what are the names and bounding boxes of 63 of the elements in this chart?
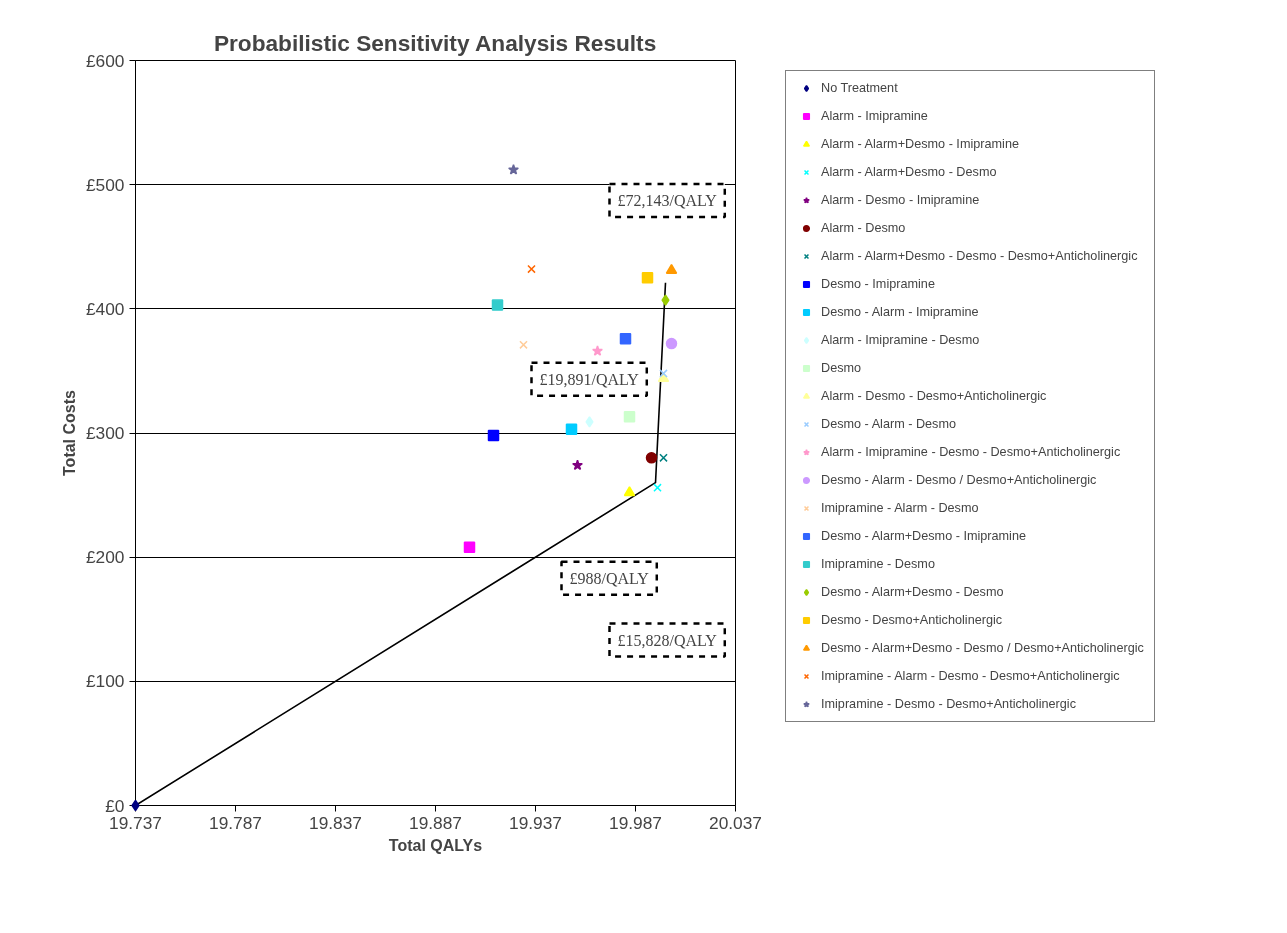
- y-tick-label: £200: [85, 547, 125, 568]
- point: [463, 541, 476, 553]
- y-tick-label: £100: [85, 671, 125, 692]
- legend-label: Desmo - Alarm - Desmo: [821, 417, 957, 431]
- legend-label: Alarm - Desmo - Imipramine: [821, 193, 980, 207]
- legend-label: Alarm - Alarm+Desmo - Imipramine: [821, 137, 1019, 151]
- x-tick-label: 19.937: [509, 812, 562, 833]
- legend-label: Desmo - Alarm - Desmo / Desmo+Anticholinergic: [821, 473, 1097, 487]
- point: [527, 264, 536, 274]
- legend-label: Alarm - Desmo: [821, 221, 906, 235]
- point: [507, 164, 520, 175]
- y-tick-label: £500: [85, 174, 125, 195]
- x-tick-label: 19.787: [209, 812, 262, 833]
- legend-label: Imipramine - Alarm - Desmo: [821, 501, 979, 515]
- legend-label: Alarm - Imipramine: [821, 109, 928, 123]
- point: [585, 416, 594, 428]
- x-axis-title: Total QALYs: [388, 836, 483, 854]
- annotation: £72,143/QALY: [617, 191, 718, 209]
- y-tick-label: £400: [85, 298, 125, 319]
- point: [665, 263, 678, 274]
- x-tick-label: 19.837: [309, 812, 362, 833]
- point: [645, 452, 658, 464]
- point: [591, 345, 604, 356]
- point: [519, 340, 528, 350]
- legend-label: Desmo - Alarm - Imipramine: [821, 305, 979, 319]
- legend-label: Imipramine - Desmo - Desmo+Anticholinergic: [821, 697, 1076, 711]
- point: [565, 423, 578, 436]
- point: [623, 486, 636, 497]
- point: [641, 272, 654, 284]
- legend-label: Desmo - Alarm+Desmo - Desmo / Desmo+Anticholinergic: [821, 641, 1144, 655]
- legend-label: Imipramine - Desmo: [821, 557, 935, 571]
- legend-label: Desmo - Desmo+Anticholinergic: [821, 613, 1003, 627]
- legend-label: No Treatment: [821, 81, 898, 95]
- y-tick-label: £600: [85, 50, 125, 71]
- legend-label: Imipramine - Alarm - Desmo - Desmo+Anticholinergic: [821, 669, 1120, 683]
- point: [619, 332, 632, 345]
- x-tick-label: 19.887: [409, 812, 462, 833]
- legend-label: Alarm - Alarm+Desmo - Desmo - Desmo+Anticholinergic: [821, 249, 1138, 263]
- legend-label: Desmo: [821, 361, 862, 375]
- legend-label: Desmo - Imipramine: [821, 277, 935, 291]
- legend-label: Alarm - Imipramine - Desmo - Desmo+Anticholinergic: [821, 445, 1121, 459]
- x-tick-label: 20.037: [709, 812, 762, 833]
- point: [487, 429, 500, 442]
- point: [665, 337, 678, 350]
- point: [661, 294, 670, 306]
- legend-label: Desmo - Alarm+Desmo - Imipramine: [821, 529, 1027, 543]
- point: [659, 369, 668, 378]
- legend-label: Alarm - Imipramine - Desmo: [821, 333, 980, 347]
- legend-label: Alarm - Alarm+Desmo - Desmo: [821, 165, 997, 179]
- chart-title: Probabilistic Sensitivity Analysis Results: [213, 29, 657, 56]
- annotation: £988/QALY: [569, 569, 650, 587]
- legend-label: Desmo - Alarm+Desmo - Desmo: [821, 585, 1004, 599]
- legend-label: Alarm - Desmo - Desmo+Anticholinergic: [821, 389, 1047, 403]
- point: [623, 411, 636, 423]
- annotation: £15,828/QALY: [617, 631, 718, 649]
- y-tick-label: £300: [85, 423, 125, 443]
- point: [571, 459, 584, 471]
- point: [491, 299, 504, 311]
- y-axis-title: Total Costs: [60, 389, 78, 476]
- point: [653, 483, 662, 492]
- x-tick-label: 19.987: [609, 812, 662, 833]
- annotation: £19,891/QALY: [539, 370, 640, 388]
- point: [659, 453, 668, 463]
